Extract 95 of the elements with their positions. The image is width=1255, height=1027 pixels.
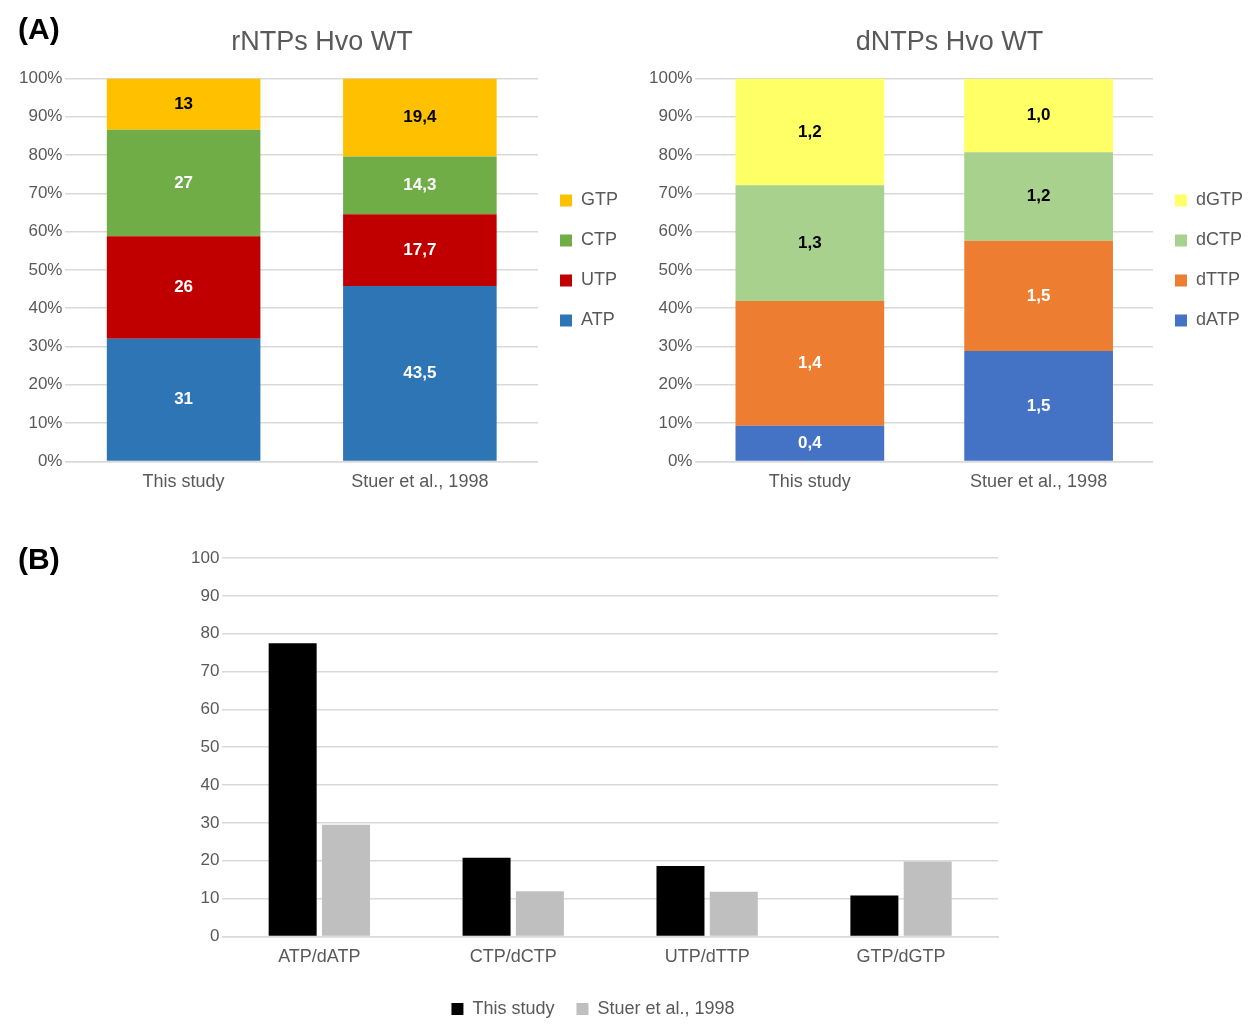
y-tick-label: 10: [200, 888, 220, 908]
x-tick-label: Stuer et al., 1998: [351, 471, 489, 492]
annotation: 14,3: [403, 175, 437, 195]
bar: [735, 300, 885, 426]
y-tick-label: 40%: [28, 297, 63, 317]
y-tick-label: 30%: [658, 336, 693, 356]
bar: [850, 895, 899, 936]
annotation: 1,5: [1026, 395, 1051, 415]
x-tick-label: GTP/dGTP: [856, 946, 946, 967]
bar: [343, 214, 497, 286]
y-tick-label: 90%: [658, 106, 693, 126]
y-tick-label: 100: [190, 547, 220, 567]
y-tick-label: 90: [200, 585, 220, 605]
bar: [735, 185, 885, 301]
bar: [964, 240, 1113, 352]
annotation: 1,2: [1026, 186, 1051, 206]
bar: [106, 338, 261, 461]
y-tick-label: 0%: [667, 451, 693, 471]
bar: [515, 891, 564, 936]
y-tick-label: 0%: [37, 451, 63, 471]
annotation: 43,5: [403, 363, 437, 383]
y-tick-label: 90%: [28, 106, 63, 126]
legend-label: CTP: [581, 229, 617, 250]
x-tick-label: UTP/dTTP: [664, 946, 750, 967]
y-tick-label: 20%: [28, 374, 63, 394]
y-tick-label: 30%: [28, 336, 63, 356]
y-tick-label: 70%: [28, 182, 63, 202]
annotation: 1,2: [798, 121, 822, 141]
y-tick-label: 100%: [19, 68, 63, 88]
annotation: 0,4: [798, 432, 823, 452]
y-tick-label: 0: [209, 926, 220, 946]
x-tick-label: This study: [768, 471, 851, 492]
bar: [462, 857, 511, 936]
legend-label: dTTP: [1195, 269, 1240, 290]
legend-label: UTP: [581, 269, 617, 290]
annotation: 26: [174, 277, 194, 297]
text: (A): [18, 12, 60, 46]
text: (B): [18, 542, 60, 576]
y-tick-label: 50%: [28, 259, 63, 279]
annotation: 17,7: [403, 239, 437, 259]
x-tick-label: CTP/dCTP: [469, 946, 557, 967]
bar: [964, 152, 1113, 241]
annotation: 27: [174, 172, 194, 192]
y-tick-label: 60: [200, 699, 220, 719]
bar: [106, 78, 261, 130]
annotation: 19,4: [403, 107, 437, 127]
legend-label: dATP: [1195, 309, 1240, 330]
bar: [268, 643, 317, 936]
y-tick-label: 10%: [658, 412, 693, 432]
y-tick-label: 40%: [658, 297, 693, 317]
y-tick-label: 40: [200, 774, 220, 794]
legend-label: dCTP: [1195, 229, 1242, 250]
legend-label: This study: [472, 997, 555, 1018]
y-tick-label: 80%: [28, 144, 63, 164]
y-tick-label: 60%: [28, 221, 63, 241]
x-tick-label: This study: [142, 471, 225, 492]
annotation: 13: [174, 93, 194, 113]
annotation: 1,4: [798, 353, 823, 373]
annotation: 1,5: [1026, 285, 1051, 305]
bar: [964, 351, 1113, 461]
legend-label: GTP: [581, 189, 619, 210]
y-tick-label: 20%: [658, 374, 693, 394]
y-tick-label: 60%: [658, 221, 693, 241]
y-tick-label: 70: [200, 661, 220, 681]
legend-label: Stuer et al., 1998: [597, 997, 735, 1018]
y-tick-label: 80%: [658, 144, 693, 164]
y-tick-label: 10%: [28, 412, 63, 432]
y-tick-label: 80: [200, 623, 220, 643]
bar: [656, 866, 705, 936]
bar: [964, 78, 1113, 153]
x-tick-label: Stuer et al., 1998: [970, 471, 1108, 492]
bar: [343, 156, 497, 215]
bar: [709, 891, 758, 936]
y-tick-label: 50: [200, 736, 220, 756]
annotation: 1,0: [1026, 105, 1051, 125]
annotation: 1,3: [798, 232, 822, 252]
legend-label: dGTP: [1195, 189, 1243, 210]
legend-label: ATP: [581, 309, 615, 330]
bar: [321, 824, 370, 936]
y-tick-label: 100%: [649, 68, 693, 88]
annotation: 31: [174, 389, 194, 409]
chart-title: rNTPs Hvo WT: [231, 25, 413, 56]
bar: [106, 129, 261, 237]
y-tick-label: 30: [200, 812, 220, 832]
x-tick-label: ATP/dATP: [278, 946, 361, 967]
bar: [735, 78, 885, 186]
bar: [343, 78, 497, 157]
bar: [343, 285, 497, 461]
bar: [735, 425, 885, 461]
bar: [106, 236, 261, 339]
y-tick-label: 70%: [658, 182, 693, 202]
y-tick-label: 50%: [658, 259, 693, 279]
y-tick-label: 20: [200, 850, 220, 870]
chart-title: dNTPs Hvo WT: [855, 25, 1044, 56]
bar: [903, 861, 952, 936]
